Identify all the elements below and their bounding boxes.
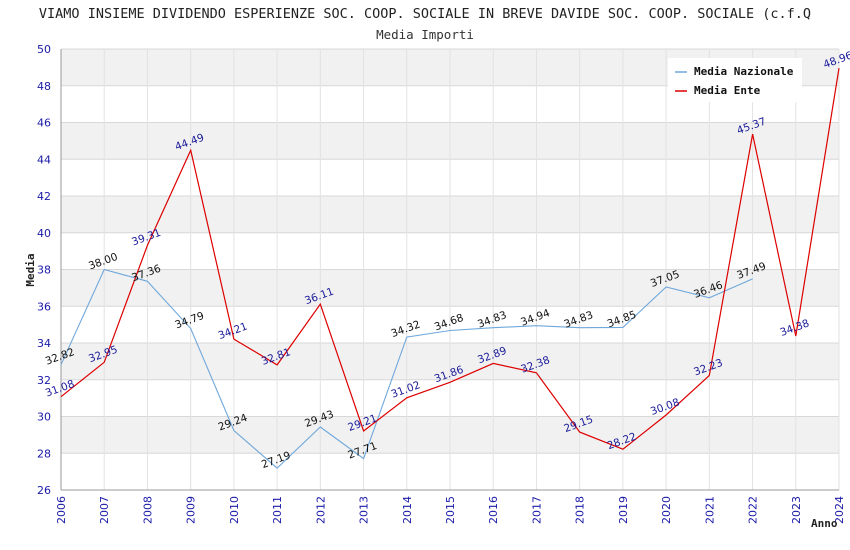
legend-label-nazionale: Media Nazionale — [694, 65, 794, 78]
x-tick-label: 2013 — [358, 496, 371, 524]
y-tick-label: 36 — [37, 300, 51, 313]
grid-lines — [60, 48, 840, 491]
x-tick-label: 2023 — [790, 496, 803, 524]
y-tick-label: 48 — [37, 80, 51, 93]
x-tick-label: 2006 — [55, 496, 68, 524]
x-tick-label: 2017 — [530, 496, 543, 524]
y-tick-label: 26 — [37, 484, 51, 497]
x-tick-label: 2015 — [444, 496, 457, 524]
x-tick-label: 2022 — [747, 496, 760, 524]
axes — [60, 49, 839, 491]
x-tick-label: 2007 — [98, 496, 111, 524]
y-tick-labels: 26 28 30 32 34 36 38 40 42 44 46 48 50 — [37, 43, 51, 497]
y-tick-label: 32 — [37, 374, 51, 387]
legend-label-ente: Media Ente — [694, 84, 761, 97]
x-tick-label: 2010 — [228, 496, 241, 524]
y-tick-label: 46 — [37, 117, 51, 130]
series-line-media-nazionale — [60, 268, 753, 469]
y-tick-label: 30 — [37, 411, 51, 424]
y-tick-label: 44 — [37, 153, 51, 166]
x-tick-labels: 2006 2007 2008 2009 2010 2011 2012 2013 2014 2015… — [55, 496, 846, 524]
x-tick-label: 2011 — [271, 496, 284, 524]
x-axis-label: Anno — [811, 517, 838, 530]
x-tick-label: 2020 — [660, 496, 673, 524]
y-tick-label: 40 — [37, 227, 51, 240]
x-tick-label: 2009 — [185, 496, 198, 524]
legend-box — [668, 58, 802, 102]
x-tick-label: 2008 — [141, 496, 154, 524]
y-tick-label: 38 — [37, 264, 51, 277]
x-tick-label: 2024 — [833, 496, 846, 524]
x-tick-label: 2016 — [487, 496, 500, 524]
series-lines — [60, 68, 840, 469]
y-tick-label: 50 — [37, 43, 51, 56]
x-tick-label: 2019 — [617, 496, 630, 524]
legend: Media Nazionale Media Ente — [668, 58, 802, 102]
y-tick-label: 42 — [37, 190, 51, 203]
y-tick-label: 28 — [37, 447, 51, 460]
y-tick-label: 34 — [37, 337, 51, 350]
series-line-media-ente — [60, 68, 840, 450]
x-tick-label: 2021 — [703, 496, 716, 524]
x-tick-label: 2014 — [401, 496, 414, 524]
chart-title: VIAMO INSIEME DIVIDENDO ESPERIENZE SOC. … — [38, 6, 812, 22]
x-tick-label: 2012 — [314, 496, 327, 524]
chart-subtitle: Media Importi — [376, 27, 474, 42]
y-axis-label: Media — [24, 253, 37, 286]
x-tick-label: 2018 — [574, 496, 587, 524]
